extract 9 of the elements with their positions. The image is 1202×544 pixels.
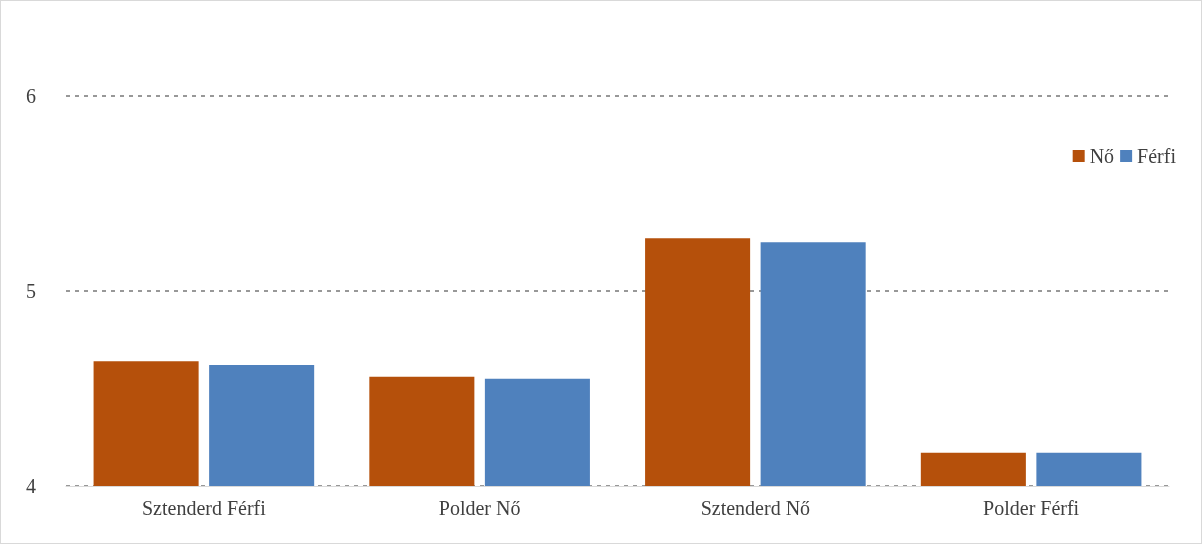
x-tick-label: Sztenderd Férfi — [141, 497, 267, 519]
x-tick-label: Polder Nő — [438, 497, 521, 519]
y-tick-label: 6 — [26, 85, 36, 107]
y-tick-label: 4 — [26, 475, 36, 497]
y-tick-label: 5 — [26, 280, 36, 302]
legend-label: Férfi — [1137, 145, 1177, 167]
legend-label: Nő — [1089, 145, 1115, 167]
x-tick-label: Sztenderd Nő — [700, 497, 811, 519]
x-tick-label: Polder Férfi — [983, 497, 1080, 519]
